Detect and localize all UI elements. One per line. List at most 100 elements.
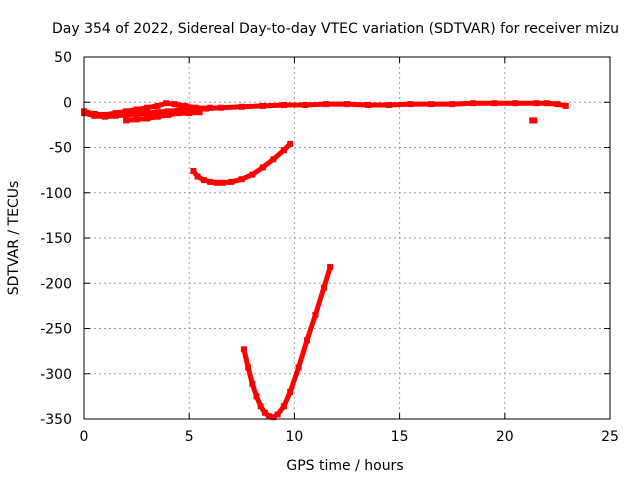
data-point (249, 380, 256, 387)
data-point (240, 346, 247, 353)
data-point (386, 102, 393, 108)
series-arc-4 (190, 140, 294, 186)
data-point (196, 109, 203, 116)
data-point (259, 102, 266, 109)
series-arc-3 (123, 109, 203, 124)
data-point (133, 116, 140, 123)
data-point (207, 104, 214, 111)
data-point (245, 364, 252, 371)
y-tick-label: -200 (40, 276, 72, 292)
data-point (323, 101, 329, 108)
y-tick-label: 50 (54, 50, 72, 66)
grid-lines (84, 57, 610, 419)
data-point (287, 388, 294, 395)
data-point (238, 103, 245, 110)
data-point (270, 156, 277, 163)
data-point (133, 106, 140, 113)
data-point (257, 403, 264, 410)
data-point (280, 102, 287, 108)
data-point (207, 178, 214, 185)
data-point (123, 111, 130, 118)
data-point (491, 100, 498, 107)
y-tick-label: -50 (49, 141, 72, 157)
data-point (175, 110, 182, 117)
data-point (154, 109, 161, 116)
data-point (365, 102, 371, 108)
data-point (261, 409, 268, 416)
data-point (190, 168, 197, 174)
data-point (253, 393, 260, 400)
x-tick-label: 0 (80, 429, 89, 445)
data-point (144, 115, 151, 122)
data-point (470, 100, 477, 107)
data-point (287, 140, 294, 147)
data-point (123, 108, 130, 115)
y-axis-label: SDTVAR / TECUs (6, 181, 22, 296)
data-point (154, 102, 161, 109)
data-point (562, 102, 569, 109)
series-arc-5 (240, 264, 334, 421)
data-point (512, 100, 519, 107)
data-point (217, 104, 224, 111)
data-point (163, 100, 170, 107)
data-point (280, 403, 287, 410)
x-tick-label: 10 (285, 429, 303, 445)
data-point (266, 413, 273, 420)
y-tick-label: 0 (63, 95, 72, 111)
series-arc-6 (529, 117, 538, 124)
y-tick-label: -100 (40, 186, 72, 202)
data-point (112, 112, 119, 119)
data-point (531, 117, 538, 124)
data-point (428, 101, 435, 108)
data-point (182, 102, 188, 109)
data-point (533, 100, 540, 107)
data-point (91, 112, 98, 119)
data-point (301, 102, 308, 108)
x-axis-label: GPS time / hours (286, 458, 403, 474)
data-point (249, 171, 256, 178)
axis-ticks: 0 5 10 15 20 25 50 0 -50 -100 -150 -200 -250 -300 -350 (40, 50, 619, 445)
y-tick-label: -250 (40, 322, 72, 338)
data-point (200, 177, 207, 184)
x-tick-label: 15 (391, 429, 409, 445)
chart-title: Day 354 of 2022, Sidereal Day-to-day VTE… (52, 21, 619, 37)
data-point (213, 179, 220, 186)
data-point (123, 117, 130, 124)
y-tick-label: -300 (40, 367, 72, 383)
data-point (228, 178, 235, 185)
data-point (304, 337, 310, 344)
x-tick-label: 20 (496, 429, 514, 445)
data-point (165, 108, 172, 115)
x-tick-label: 25 (601, 429, 619, 445)
data-point (274, 411, 281, 418)
data-point (133, 111, 140, 117)
data-point (154, 113, 161, 120)
data-point (543, 100, 550, 107)
data-point (320, 284, 327, 291)
data-point (102, 113, 108, 120)
data-point (186, 106, 193, 113)
data-point (259, 164, 266, 171)
y-tick-label: -150 (40, 231, 72, 247)
x-tick-label: 5 (185, 429, 194, 445)
series-arc-2 (81, 104, 214, 120)
data-point (186, 110, 193, 117)
data-point (270, 414, 277, 421)
data-point (144, 104, 151, 111)
data-point (144, 110, 151, 117)
data-point (219, 179, 226, 186)
data-point (194, 173, 201, 180)
data-point (238, 176, 245, 183)
data-point (312, 311, 319, 318)
data-point (327, 264, 334, 270)
data-point (344, 101, 350, 108)
data-point (165, 111, 172, 118)
data-point (196, 105, 203, 112)
data-point (280, 147, 287, 154)
data-point (171, 101, 178, 108)
y-tick-label: -350 (40, 412, 72, 428)
data-point (449, 101, 456, 108)
data-point (407, 101, 414, 108)
